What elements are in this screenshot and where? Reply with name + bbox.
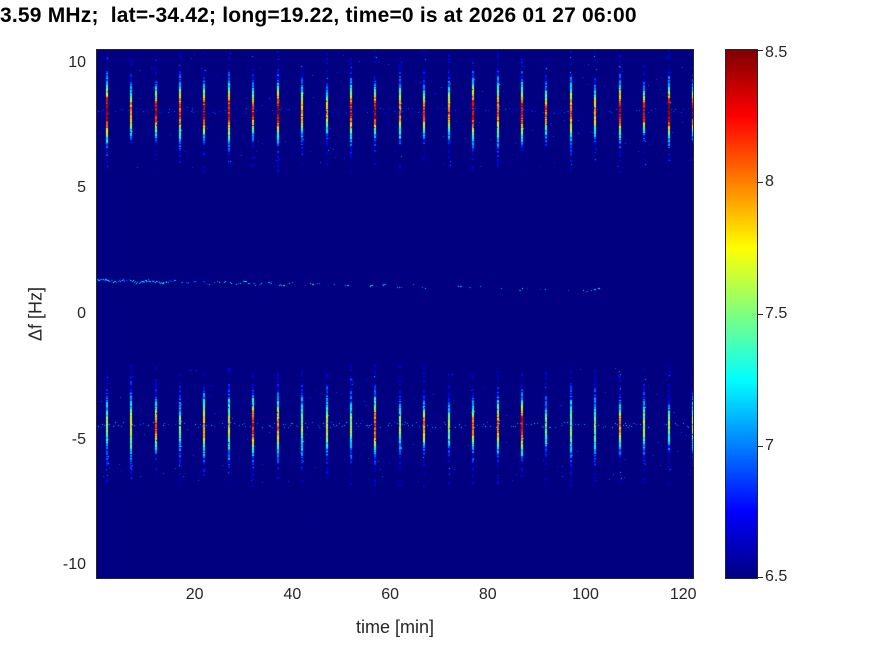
colorbar-tick-label: 6.5 bbox=[765, 568, 788, 585]
x-tick-label: 100 bbox=[572, 586, 599, 603]
colorbar-tick-mark bbox=[757, 446, 763, 447]
spectrogram-canvas bbox=[97, 50, 693, 578]
figure-title: 3.59 MHz; lat=-34.42; long=19.22, time=0… bbox=[0, 4, 637, 27]
x-tick-label: 80 bbox=[478, 586, 497, 603]
x-tick-label: 40 bbox=[283, 586, 302, 603]
x-tick-label: 120 bbox=[669, 586, 697, 603]
colorbar bbox=[725, 49, 758, 579]
colorbar-tick-mark bbox=[757, 577, 763, 578]
colorbar-tick-label: 7.5 bbox=[765, 305, 788, 322]
x-tick-label: 60 bbox=[381, 586, 399, 603]
colorbar-tick-mark bbox=[757, 314, 763, 315]
y-axis-label: Δf [Hz] bbox=[25, 286, 46, 342]
y-tick-label: -10 bbox=[62, 556, 86, 574]
y-tick-label: -5 bbox=[71, 430, 86, 448]
colorbar-tick-mark bbox=[757, 182, 763, 183]
colorbar-tick-label: 8 bbox=[765, 173, 774, 190]
colorbar-tick-label: 8.5 bbox=[765, 44, 788, 61]
y-tick-label: 10 bbox=[68, 53, 86, 71]
x-axis-label: time [min] bbox=[355, 617, 434, 637]
colorbar-tick-label: 7 bbox=[765, 437, 774, 454]
colorbar-canvas bbox=[726, 50, 757, 578]
plot-area bbox=[96, 49, 694, 579]
y-tick-label: 0 bbox=[77, 305, 86, 322]
colorbar-tick-mark bbox=[757, 50, 763, 51]
x-tick-label: 20 bbox=[185, 586, 204, 603]
y-tick-label: 5 bbox=[77, 179, 86, 197]
